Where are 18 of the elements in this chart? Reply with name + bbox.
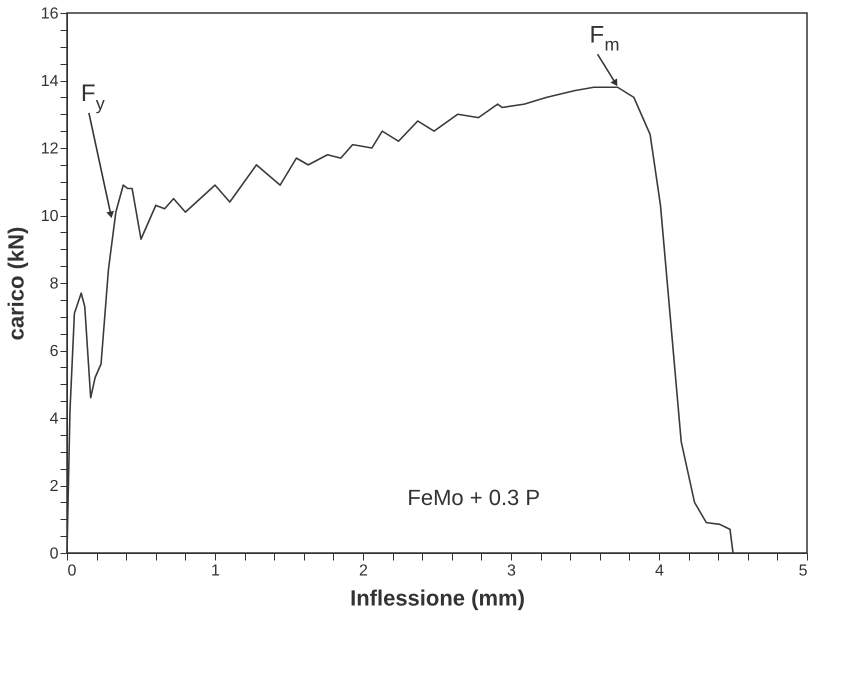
y-tick-label: 2 <box>50 478 59 495</box>
y-tick-label: 16 <box>40 6 59 22</box>
y-tick-label: 8 <box>50 276 59 292</box>
x-axis-title: Inflessione (mm) <box>350 586 525 610</box>
x-tick-label: 5 <box>798 562 808 580</box>
y-tick-label: 12 <box>40 140 59 158</box>
y-tick-label: 6 <box>50 343 59 360</box>
y-tick-label: 4 <box>50 410 59 428</box>
x-tick-label: 4 <box>655 562 664 580</box>
x-tick-label: 2 <box>359 562 368 580</box>
y-axis-title: carico (kN) <box>4 226 29 340</box>
y-tick-label: 0 <box>50 546 59 562</box>
x-tick-label: 3 <box>507 562 516 580</box>
annotation: FeMo + 0.3 P <box>407 485 540 510</box>
x-tick-label: 0 <box>68 562 76 580</box>
y-tick-label: 10 <box>40 208 59 225</box>
y-tick-label: 14 <box>40 73 59 90</box>
x-tick-label: 1 <box>211 562 220 580</box>
